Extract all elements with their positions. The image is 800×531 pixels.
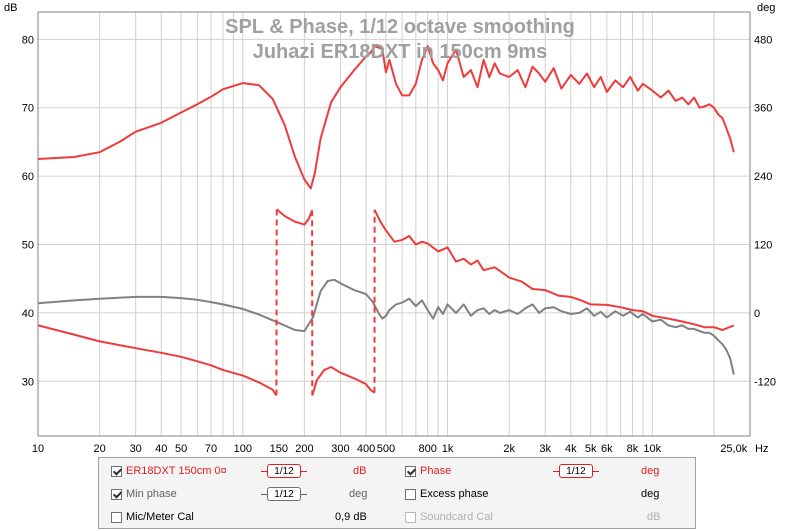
min-phase-curve [38,278,735,375]
legend-row-cal: Mic/Meter Cal 0,9 dB Soundcard Cal dB [99,507,695,527]
spl-checkbox[interactable] [111,465,122,477]
x-tick-label: 300 [331,443,349,455]
legend-phase-toggle[interactable]: Phase [405,461,451,481]
grid-lines [38,12,750,436]
spl-curve [38,45,735,190]
legend-minphase-toggle[interactable]: Min phase [111,484,177,504]
minphase-smoothing-button[interactable]: 1/12 [261,487,307,501]
soundcard-unit: dB [647,511,661,523]
x-tick-label: 8k [627,443,639,455]
phase-curve-wrap [275,209,376,396]
soundcard-legend-label: Soundcard Cal [420,511,493,523]
x-tick-label: 25,0k [720,443,747,455]
micmeter-checkbox[interactable] [111,511,122,523]
spl-legend-label: ER18DXT 150cm 0¤ [126,465,227,477]
phase-smoothing-value: 1/12 [566,465,586,477]
soundcard-checkbox [405,511,416,523]
left-tick-label: 60 [22,171,34,183]
axis-labels: 30 40 50 60 70 80 -120 0 120 240 360 480 10 20 30 40 50 7… [22,34,776,455]
x-tick-label: 30 [130,443,142,455]
left-tick-label: 50 [22,240,34,252]
spl-unit: dB [353,465,367,477]
minphase-legend-label: Min phase [126,488,177,500]
series-layer [38,45,735,397]
x-tick-label: 3k [539,443,551,455]
left-tick-label: 70 [22,103,34,115]
phase-smoothing-button[interactable]: 1/12 [553,464,599,478]
legend-row-spl: ER18DXT 150cm 0¤ 1/12 dB Phase 1/12 deg [99,461,695,481]
minphase-smoothing-value: 1/12 [274,488,294,500]
x-tick-label: 10 [32,443,44,455]
x-tick-label: 70 [205,443,217,455]
x-tick-label: 5k [585,443,597,455]
left-axis-unit: dB [4,2,17,14]
left-tick-label: 30 [22,376,34,388]
excessphase-legend-label: Excess phase [420,488,489,500]
right-axis-unit: deg [757,2,775,14]
legend-soundcard-toggle: Soundcard Cal [405,507,493,527]
x-tick-label: 20 [94,443,106,455]
x-tick-label: 100 [234,443,252,455]
x-tick-label: 800 [419,443,437,455]
plot-frame [37,11,751,437]
x-tick-label: 400 [357,443,375,455]
excessphase-checkbox[interactable] [405,488,416,500]
x-tick-label: 150 [270,443,288,455]
minphase-unit: deg [349,488,368,500]
x-axis-unit: Hz [755,443,768,455]
legend-panel: ER18DXT 150cm 0¤ 1/12 dB Phase 1/12 deg … [98,457,696,529]
legend-excessphase-toggle[interactable]: Excess phase [405,484,488,504]
x-tick-label: 40 [155,443,167,455]
x-tick-label: 2k [503,443,515,455]
phase-curve [38,208,735,397]
chart-title: SPL & Phase, 1/12 octave smoothing [225,16,575,38]
x-tick-label: 6k [601,443,613,455]
left-tick-label: 40 [22,308,34,320]
phase-legend-label: Phase [420,465,452,477]
right-tick-label: 480 [754,34,772,46]
spl-smoothing-button[interactable]: 1/12 [261,464,307,478]
x-tick-label: 1k [442,443,454,455]
x-tick-label: 4k [565,443,577,455]
spl-smoothing-value: 1/12 [274,465,294,477]
x-tick-label: 50 [175,443,187,455]
x-tick-label: 200 [295,443,313,455]
x-tick-label: 500 [377,443,395,455]
left-tick-label: 80 [22,34,34,46]
legend-spl-toggle[interactable]: ER18DXT 150cm 0¤ [111,461,227,481]
right-tick-label: -120 [754,376,776,388]
minphase-checkbox[interactable] [111,488,122,500]
legend-micmeter-toggle[interactable]: Mic/Meter Cal [111,507,194,527]
phase-unit: deg [641,465,660,477]
phase-checkbox[interactable] [405,465,416,477]
excessphase-unit: deg [641,488,660,500]
micmeter-value: 0,9 dB [335,511,367,523]
x-tick-label: 10k [643,443,661,455]
right-tick-label: 360 [754,103,772,115]
right-tick-label: 120 [754,240,772,252]
chart-subtitle: Juhazi ER18DXT in 150cm 9ms [253,41,548,63]
legend-row-minphase: Min phase 1/12 deg Excess phase deg [99,484,695,504]
right-tick-label: 240 [754,171,772,183]
micmeter-legend-label: Mic/Meter Cal [126,511,194,523]
right-tick-label: 0 [754,308,760,320]
